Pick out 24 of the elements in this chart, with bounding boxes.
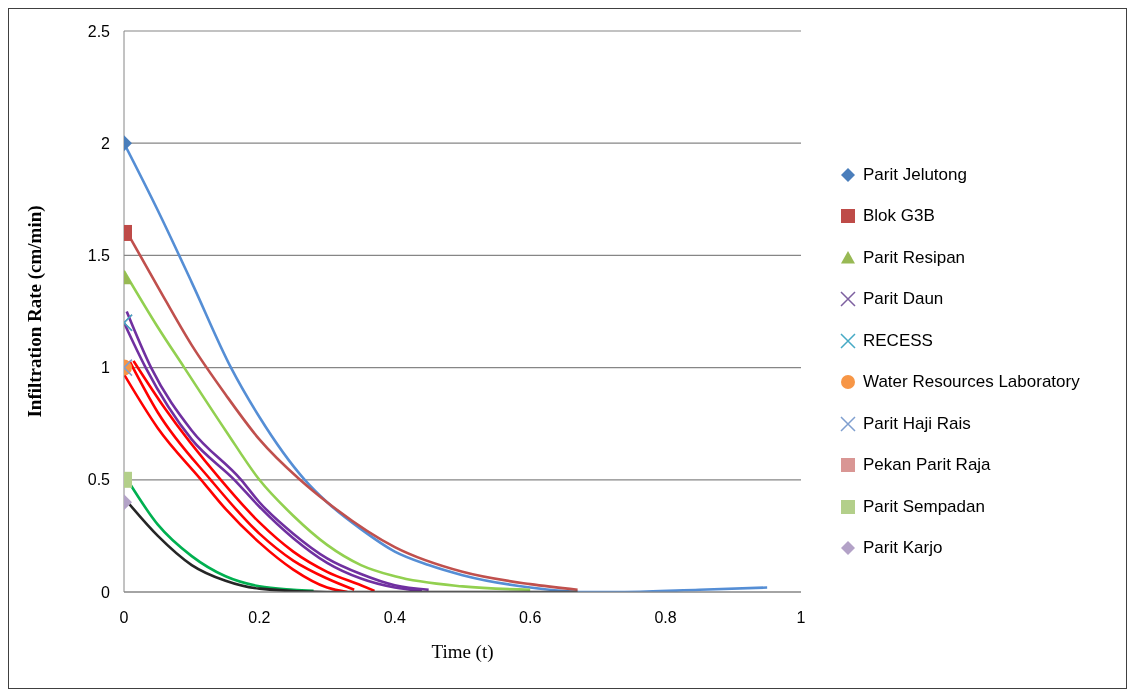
legend-label: Parit Sempadan (863, 496, 985, 517)
y-tick-label: 0 (101, 583, 111, 601)
y-tick-label: 1 (101, 359, 111, 377)
legend-label: Parit Haji Rais (863, 413, 971, 434)
x-tick-label: 0.8 (654, 609, 677, 627)
legend-label: Blok G3B (863, 206, 935, 227)
y-tick-label: 2 (101, 134, 111, 152)
x-tick-label: 0 (119, 609, 129, 627)
x-tick-label: 0.4 (383, 609, 407, 627)
legend-label: Parit Karjo (863, 538, 943, 559)
legend-label: Water Resources Laboratory (863, 372, 1080, 393)
legend-label: Pekan Parit Raja (863, 455, 991, 476)
y-axis-title: Infiltration Rate (cm/min) (23, 205, 46, 418)
y-tick-label: 1.5 (87, 247, 111, 265)
legend-label: RECESS (863, 330, 933, 351)
legend-label: Parit Daun (863, 289, 944, 310)
y-tick-label: 2.5 (87, 22, 111, 40)
x-tick-label: 0.2 (248, 609, 271, 627)
x-tick-label: 1 (796, 609, 806, 627)
x-axis-title: Time (t) (431, 641, 494, 663)
legend-label: Parit Jelutong (863, 164, 967, 185)
legend-label: Parit Resipan (863, 247, 966, 268)
y-tick-label: 0.5 (87, 471, 111, 489)
x-tick-label: 0.6 (519, 609, 542, 627)
